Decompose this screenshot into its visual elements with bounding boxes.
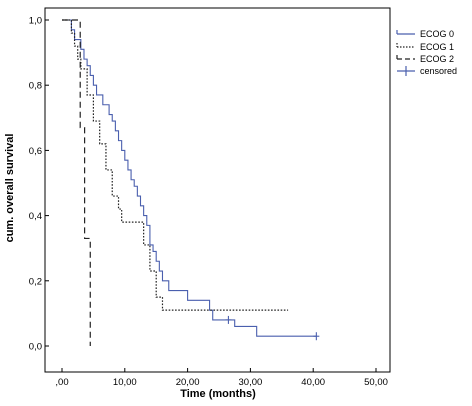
legend-label-ecog1: ECOG 1: [420, 42, 454, 52]
x-tick-label: 30,00: [239, 377, 263, 388]
y-tick-label: 0,4: [29, 211, 42, 222]
x-tick-label: ,00: [55, 377, 68, 388]
ecog0-line: [62, 19, 317, 337]
plot-frame: [44, 7, 391, 373]
y-tick-label: 0,6: [29, 146, 42, 157]
x-axis-title: Time (months): [180, 388, 256, 400]
y-axis-ticks: 0,0 0,2 0,4 0,6 0,8 1,0: [29, 16, 49, 353]
x-tick-label: 20,00: [176, 377, 200, 388]
legend-label-censored: censored: [420, 66, 457, 76]
y-tick-label: 1,0: [29, 16, 42, 27]
y-axis-title: cum. overall survival: [4, 134, 16, 243]
legend: ECOG 0 ECOG 1 ECOG 2 censored: [396, 29, 457, 76]
ecog2-line: [62, 19, 91, 346]
y-tick-label: 0,0: [29, 342, 42, 353]
x-tick-label: 50,00: [364, 377, 388, 388]
series-layer: [62, 19, 320, 346]
y-tick-label: 0,2: [29, 276, 42, 287]
x-axis-ticks: ,00 10,00 20,00 30,00 40,00 50,00: [55, 368, 388, 388]
x-tick-label: 10,00: [113, 377, 137, 388]
ecog1-line: [62, 19, 289, 311]
legend-label-ecog0: ECOG 0: [420, 29, 454, 39]
y-tick-label: 0,8: [29, 81, 42, 92]
legend-label-ecog2: ECOG 2: [420, 54, 454, 64]
x-tick-label: 40,00: [301, 377, 325, 388]
